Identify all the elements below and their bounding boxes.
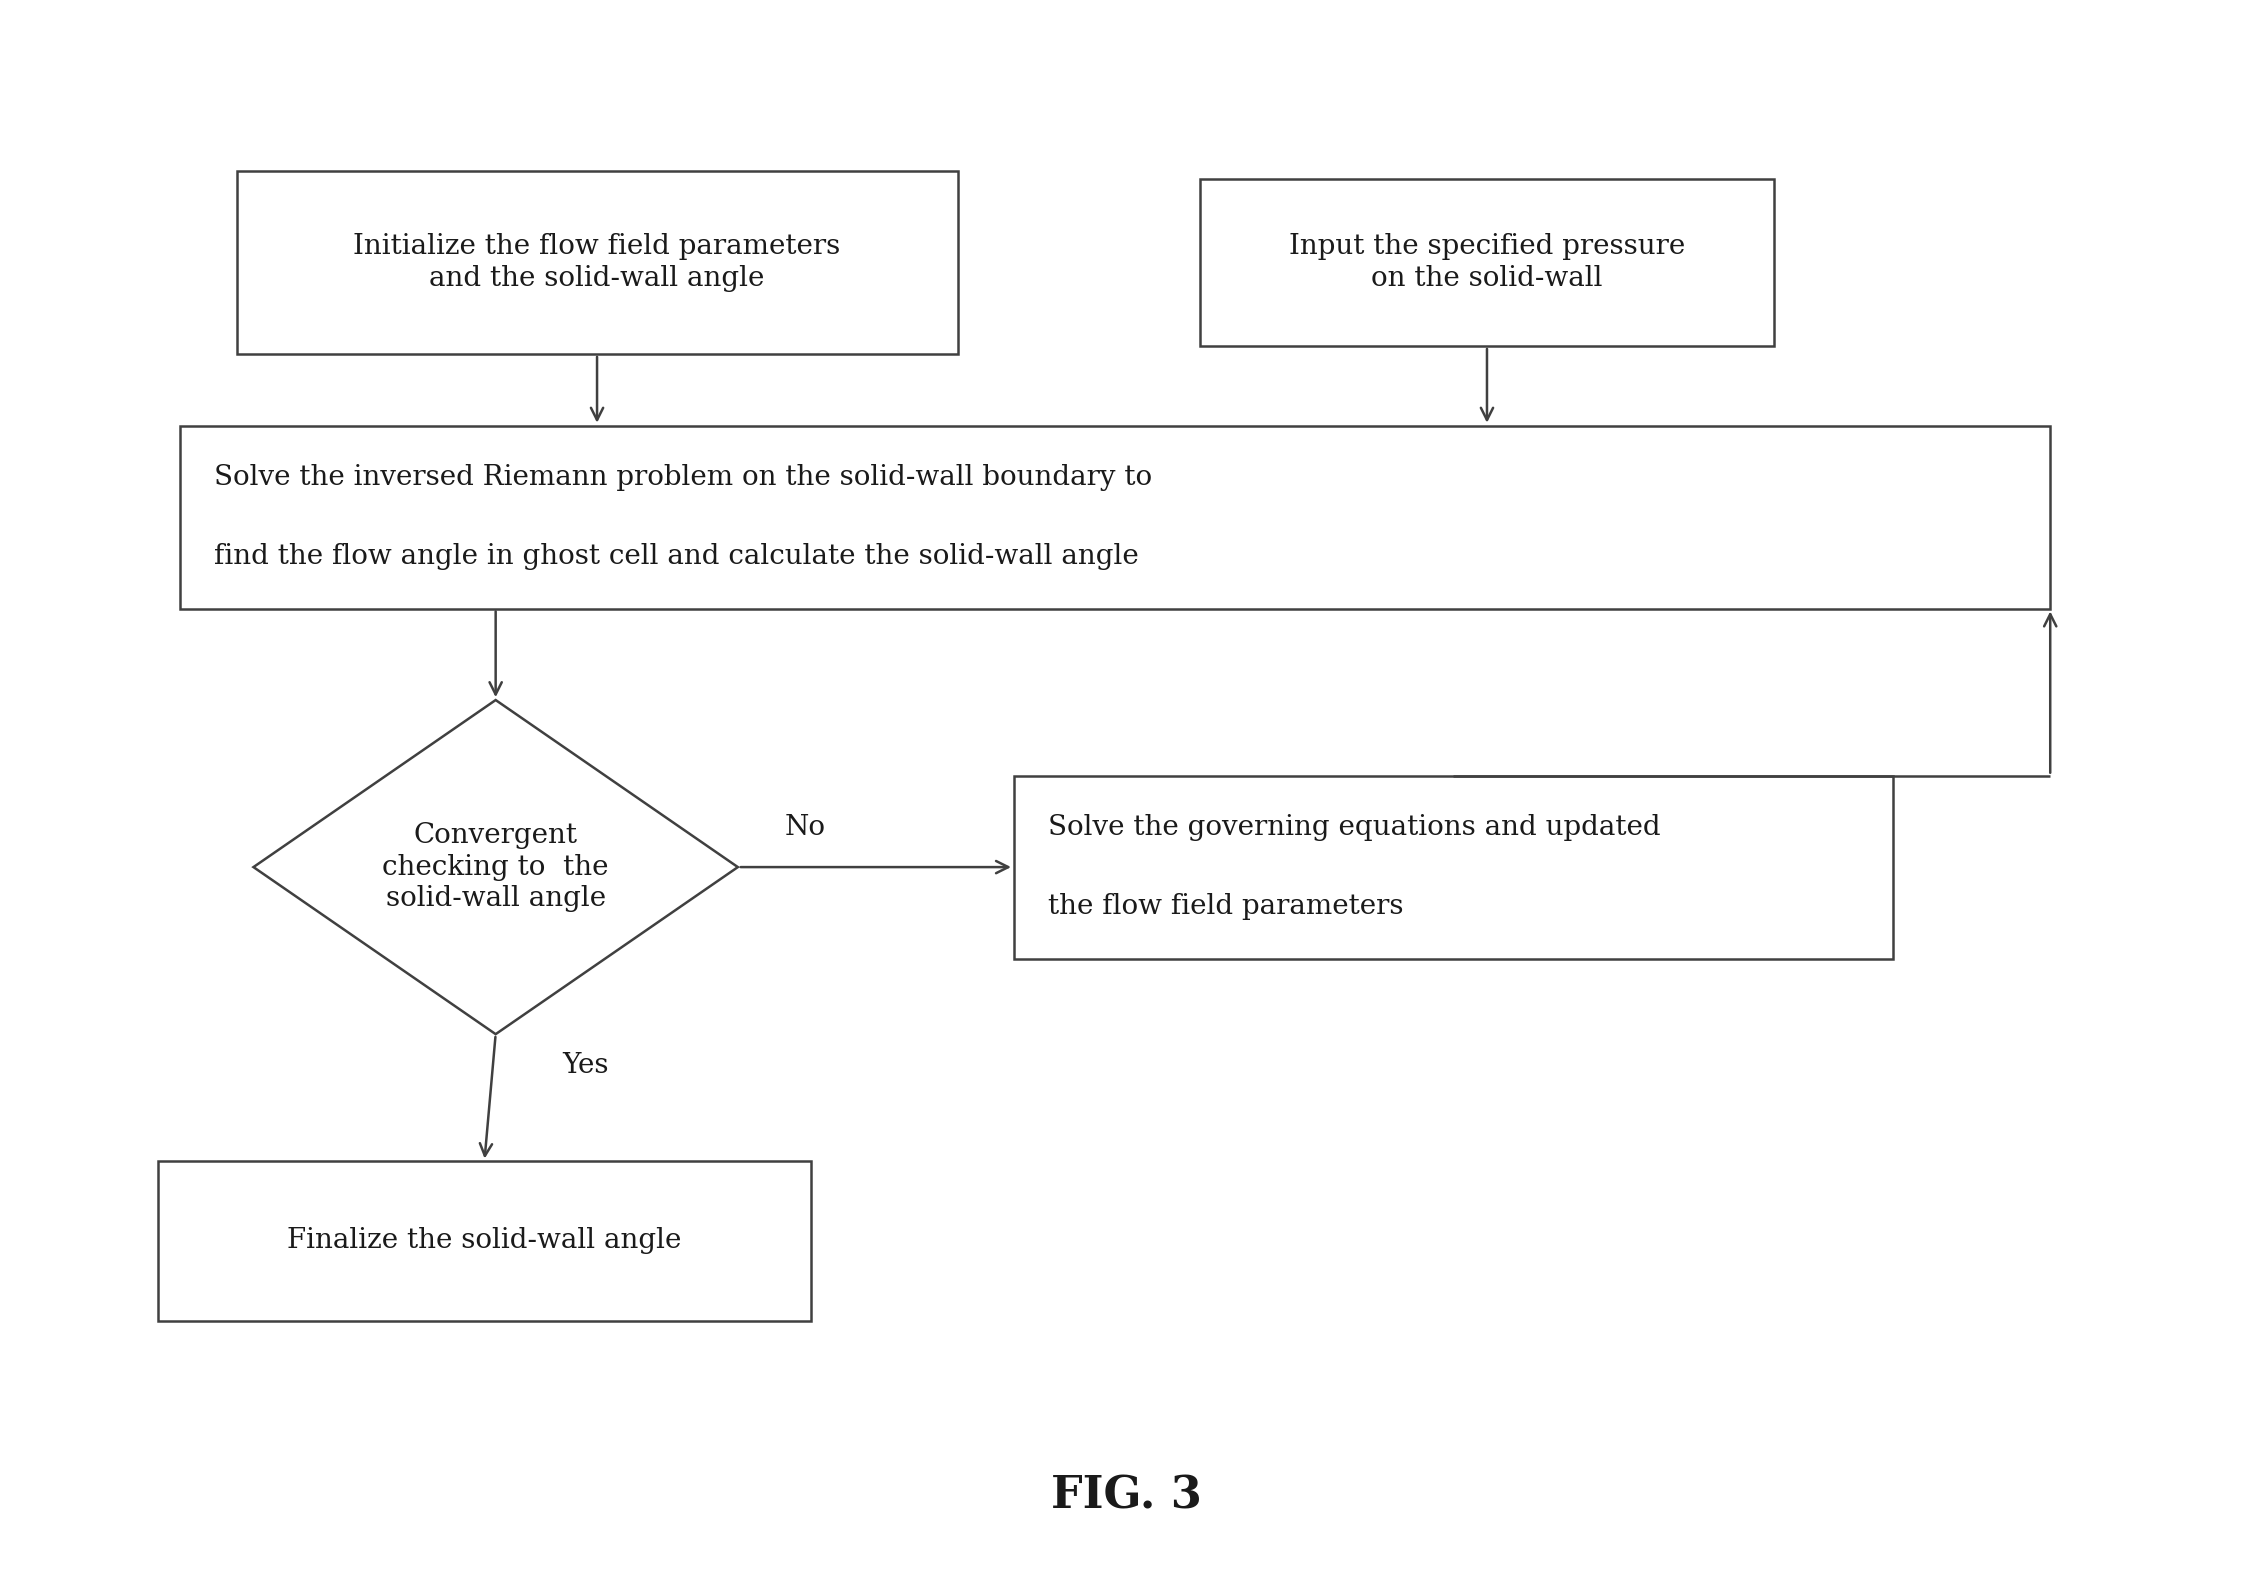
- Text: Convergent
checking to  the
solid-wall angle: Convergent checking to the solid-wall an…: [383, 823, 608, 912]
- Text: Solve the inversed Riemann problem on the solid-wall boundary to: Solve the inversed Riemann problem on th…: [214, 465, 1151, 490]
- Text: find the flow angle in ghost cell and calculate the solid-wall angle: find the flow angle in ghost cell and ca…: [214, 544, 1138, 570]
- Text: Initialize the flow field parameters
and the solid-wall angle: Initialize the flow field parameters and…: [354, 234, 840, 291]
- FancyBboxPatch shape: [1014, 775, 1893, 958]
- FancyBboxPatch shape: [1199, 180, 1775, 347]
- Polygon shape: [252, 700, 739, 1034]
- Text: Solve the governing equations and updated: Solve the governing equations and update…: [1048, 815, 1660, 840]
- FancyBboxPatch shape: [180, 425, 2050, 608]
- Text: No: No: [784, 815, 827, 840]
- FancyBboxPatch shape: [237, 172, 958, 353]
- FancyBboxPatch shape: [158, 1161, 811, 1321]
- Text: FIG. 3: FIG. 3: [1052, 1473, 1201, 1518]
- Text: Finalize the solid-wall angle: Finalize the solid-wall angle: [286, 1228, 683, 1254]
- Text: the flow field parameters: the flow field parameters: [1048, 894, 1404, 920]
- Text: Input the specified pressure
on the solid-wall: Input the specified pressure on the soli…: [1289, 234, 1685, 291]
- Text: Yes: Yes: [563, 1053, 608, 1079]
